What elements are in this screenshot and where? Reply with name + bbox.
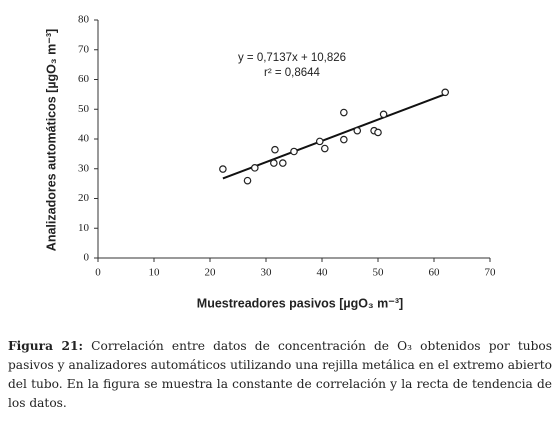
y-tick-label: 50	[78, 103, 90, 115]
equation: y = 0,7137x + 10,826	[238, 52, 346, 64]
x-tick-label: 30	[261, 267, 273, 279]
point	[441, 88, 450, 97]
y-tick-label: 60	[78, 73, 90, 85]
point	[374, 128, 382, 137]
y-axis-label: Analizadores automáticos [µgO₃ m⁻³]	[44, 29, 58, 251]
x-tick-label: 40	[317, 267, 329, 279]
x-tick-label: 20	[205, 267, 217, 279]
r-squared: r² = 0,8644	[264, 67, 321, 79]
y-tick-label: 30	[78, 162, 90, 174]
trendline	[222, 93, 446, 180]
caption: Figura 21: Correlación entre datos de co…	[8, 337, 552, 413]
point	[290, 147, 298, 156]
caption-label: Figura 21:	[8, 339, 83, 353]
y-tick-label: 10	[78, 222, 90, 234]
x-tick-label: 10	[149, 267, 161, 279]
point	[320, 144, 329, 153]
y-tick-label: 40	[78, 133, 90, 145]
point	[353, 126, 362, 135]
point	[340, 108, 348, 117]
point	[340, 135, 348, 144]
x-tick-label: 70	[485, 267, 497, 279]
point	[219, 165, 227, 173]
y-tick-label: 0	[84, 252, 90, 264]
y-tick-label: 80	[78, 14, 90, 26]
y-tick-label: 70	[78, 43, 90, 55]
x-axis-label: Muestreadores pasivos [µgO₃ m⁻³]	[197, 296, 403, 310]
point	[315, 137, 324, 146]
y-tick-label: 20	[78, 192, 90, 204]
point	[251, 164, 259, 172]
point	[243, 176, 252, 185]
point	[271, 145, 279, 154]
x-tick-label: 60	[429, 267, 441, 279]
point	[278, 159, 287, 167]
point	[379, 110, 388, 119]
chart: Analizadores automáticos [µgO₃ m⁻³] Mues…	[44, 14, 497, 311]
caption-text: Correlación entre datos de concentración…	[8, 339, 553, 410]
x-tick-label: 0	[95, 267, 101, 279]
x-tick-label: 50	[373, 267, 385, 279]
point	[270, 159, 278, 167]
